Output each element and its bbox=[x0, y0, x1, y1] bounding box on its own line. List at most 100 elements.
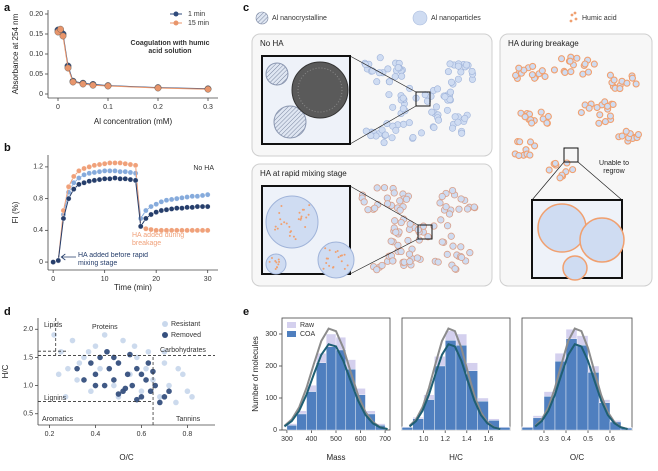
nanoparticle bbox=[569, 166, 577, 174]
point bbox=[189, 394, 195, 400]
marker bbox=[199, 227, 206, 234]
nanoparticle bbox=[458, 129, 466, 137]
marker bbox=[137, 215, 144, 222]
humic-acid bbox=[300, 215, 303, 218]
nanoparticle bbox=[438, 192, 446, 201]
nanoparticle bbox=[413, 254, 422, 262]
point bbox=[97, 365, 103, 372]
point bbox=[138, 371, 145, 378]
x-tick-label: 0.2 bbox=[45, 431, 55, 438]
annotation: HA added before rapid mixing stage bbox=[78, 252, 149, 267]
marker bbox=[143, 225, 149, 232]
marker bbox=[112, 160, 118, 166]
nanoparticle bbox=[364, 206, 372, 214]
nanoparticle bbox=[585, 104, 593, 112]
panel-letter: b bbox=[4, 142, 11, 154]
humic-acid bbox=[340, 260, 343, 263]
humic-acid bbox=[277, 258, 280, 261]
zoom-line bbox=[349, 55, 417, 145]
nanoparticle bbox=[567, 68, 575, 76]
nanoparticle bbox=[378, 126, 386, 134]
point bbox=[138, 388, 145, 395]
histogram-bar bbox=[316, 362, 327, 431]
point bbox=[74, 365, 80, 372]
humic-acid bbox=[304, 225, 307, 228]
nanoparticle bbox=[404, 236, 412, 245]
point bbox=[134, 365, 140, 372]
x-axis-label: O/C bbox=[570, 453, 584, 462]
humic-acid bbox=[305, 216, 308, 219]
nanoparticle bbox=[551, 159, 559, 167]
nanoparticle bbox=[436, 199, 444, 207]
x-axis-label: Mass bbox=[326, 453, 345, 462]
y-tick-label: 200 bbox=[265, 363, 277, 370]
nanoparticle bbox=[391, 73, 399, 81]
nanoparticle bbox=[383, 200, 392, 208]
legend-icon bbox=[574, 17, 578, 21]
crystal bbox=[273, 105, 307, 139]
nanoparticle bbox=[444, 68, 452, 76]
humic-acid bbox=[278, 211, 281, 214]
point bbox=[166, 388, 172, 395]
point bbox=[143, 377, 149, 383]
point bbox=[115, 391, 122, 397]
x-tick-label: 0.3 bbox=[539, 436, 549, 443]
humic-acid bbox=[339, 254, 342, 257]
box-title: HA at rapid mixing stage bbox=[260, 169, 347, 178]
marker bbox=[179, 195, 185, 201]
region-label: Tannins bbox=[176, 416, 201, 423]
marker bbox=[199, 203, 206, 210]
nanoparticle bbox=[566, 57, 574, 65]
humic-acid bbox=[343, 253, 346, 256]
nanoparticle bbox=[398, 72, 406, 80]
point bbox=[85, 348, 92, 355]
humic-acid bbox=[270, 256, 273, 259]
marker bbox=[107, 168, 113, 174]
nanoparticle bbox=[380, 184, 389, 192]
nanoparticle bbox=[601, 118, 609, 126]
marker bbox=[132, 162, 139, 169]
zoom-line bbox=[531, 161, 623, 201]
point bbox=[55, 371, 62, 378]
x-tick-label: 0 bbox=[56, 104, 60, 111]
point bbox=[88, 388, 94, 395]
nanoparticle bbox=[378, 261, 386, 270]
box-title: HA during breakage bbox=[508, 39, 579, 48]
marker bbox=[143, 207, 149, 214]
x-tick-label: 300 bbox=[281, 436, 293, 443]
marker bbox=[204, 227, 211, 234]
humic-acid bbox=[280, 223, 283, 226]
region-label: Proteins bbox=[92, 324, 118, 331]
legend-swatch bbox=[287, 322, 296, 328]
nanoparticle bbox=[434, 85, 442, 93]
nanoparticle bbox=[443, 222, 452, 230]
point bbox=[106, 365, 113, 372]
marker bbox=[91, 177, 98, 184]
x-tick-label: 1.2 bbox=[440, 436, 450, 443]
nanoparticle bbox=[584, 68, 593, 76]
humic-acid bbox=[283, 221, 286, 224]
marker bbox=[122, 168, 129, 175]
marker bbox=[158, 207, 165, 214]
point bbox=[143, 365, 149, 372]
nanoparticle bbox=[447, 78, 455, 86]
annotation: HA added during breakage bbox=[132, 232, 185, 247]
marker bbox=[101, 160, 108, 167]
humic-acid bbox=[268, 260, 271, 263]
nanoparticle bbox=[616, 85, 624, 93]
humic-acid bbox=[322, 267, 325, 270]
marker bbox=[194, 193, 201, 200]
point bbox=[184, 388, 191, 395]
nanoparticle bbox=[538, 67, 546, 75]
histogram-bar bbox=[521, 427, 534, 431]
point bbox=[161, 348, 168, 355]
humic-acid bbox=[343, 267, 346, 270]
humic-acid bbox=[336, 250, 339, 253]
point bbox=[175, 365, 182, 372]
nanoparticle bbox=[573, 54, 581, 62]
marker bbox=[168, 206, 175, 212]
marker bbox=[158, 198, 165, 205]
nanoparticle bbox=[394, 241, 402, 249]
marker bbox=[148, 203, 154, 210]
humic-acid bbox=[285, 222, 288, 225]
